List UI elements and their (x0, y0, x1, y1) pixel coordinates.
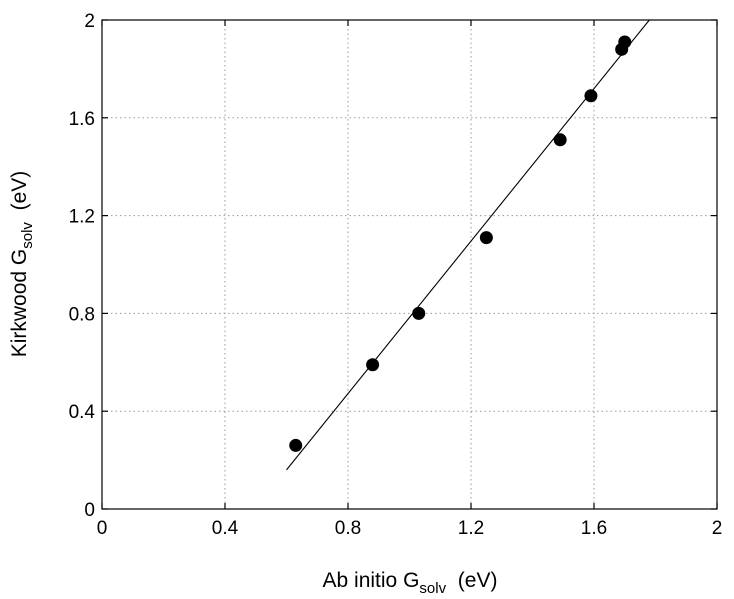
y-tick-label: 0.4 (69, 402, 96, 423)
data-points (289, 35, 632, 452)
data-point (584, 89, 598, 103)
x-tick-label: 1.6 (581, 518, 607, 539)
y-axis-label: Kirkwood Gsolv (eV) (8, 171, 36, 358)
data-point (289, 438, 303, 452)
y-axis-label-main: Kirkwood G (8, 249, 31, 358)
x-tick-label: 2 (712, 518, 723, 539)
data-point (553, 133, 567, 147)
axis-ticks (101, 19, 718, 510)
x-axis-label-subscript: solv (419, 580, 446, 597)
plot-frame (101, 19, 718, 510)
x-tick-labels: 0 0.4 0.8 1.2 1.6 2 (97, 518, 723, 539)
y-tick-label: 0 (84, 500, 95, 521)
data-point (479, 231, 493, 245)
x-axis-label-unit: (eV) (446, 569, 497, 592)
y-axis-label-unit: (eV) (8, 171, 31, 222)
x-axis-label: Ab initio Gsolv (eV) (323, 569, 498, 597)
plot-area (102, 20, 717, 509)
y-axis-label-subscript: solv (19, 222, 36, 249)
x-tick-label: 0.8 (335, 518, 361, 539)
x-tick-label: 0 (97, 518, 108, 539)
data-point (366, 358, 380, 372)
data-point (618, 35, 632, 49)
y-tick-label: 1.2 (69, 207, 95, 228)
x-tick-label: 1.2 (458, 518, 484, 539)
y-tick-label: 1.6 (69, 109, 95, 130)
x-tick-label: 0.4 (212, 518, 239, 539)
x-axis-label-main: Ab initio G (323, 569, 420, 592)
y-tick-label: 0.8 (69, 304, 95, 325)
data-point (412, 306, 426, 320)
y-tick-label: 2 (84, 11, 95, 32)
y-tick-labels: 0 0.4 0.8 1.2 1.6 2 (69, 11, 96, 521)
